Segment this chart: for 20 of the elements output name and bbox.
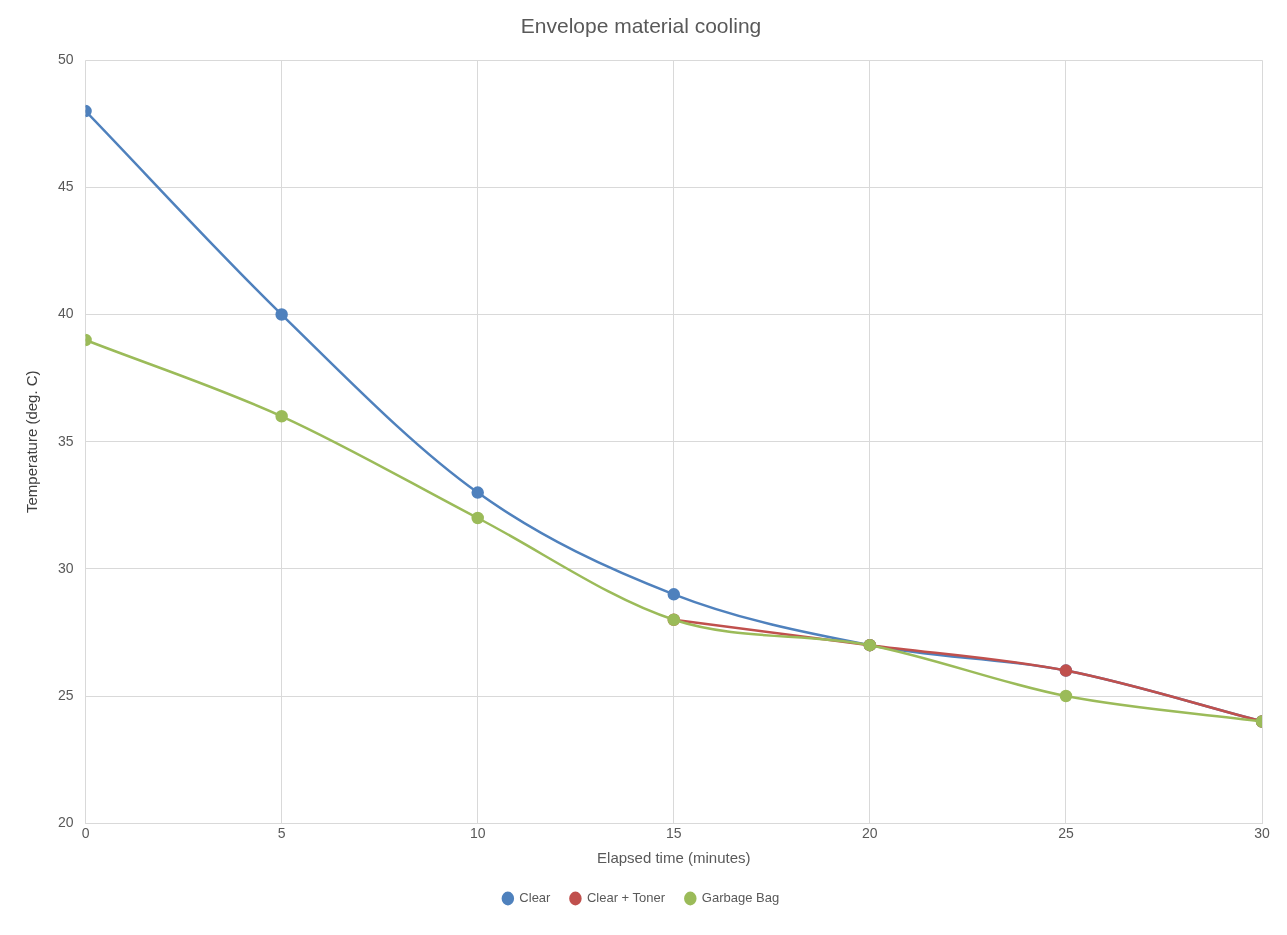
x-tick-label: 10 [469,825,486,842]
legend-label: Garbage Bag [701,890,780,906]
x-tick-label: 5 [277,825,286,842]
y-tick-label: 35 [57,432,74,449]
chart-title: Envelope material cooling [520,14,762,38]
legend-label: Clear + Toner [586,890,666,906]
y-tick-label: 30 [57,559,74,576]
y-tick-label: 25 [57,686,74,703]
x-tick-label: 15 [666,825,682,842]
x-tick-label: 20 [862,825,878,842]
x-tick-label: 0 [81,825,90,842]
y-axis-title: Temperature (deg. C) [23,370,41,513]
y-tick-label: 20 [57,814,74,831]
y-tick-label: 40 [57,305,74,322]
x-axis-title: Elapsed time (minutes) [597,849,751,867]
y-tick-label: 45 [57,178,74,195]
legend-label: Clear [519,890,552,906]
x-tick-label: 30 [1254,825,1270,842]
x-tick-label: 25 [1058,825,1074,842]
y-tick-label: 50 [57,51,74,68]
